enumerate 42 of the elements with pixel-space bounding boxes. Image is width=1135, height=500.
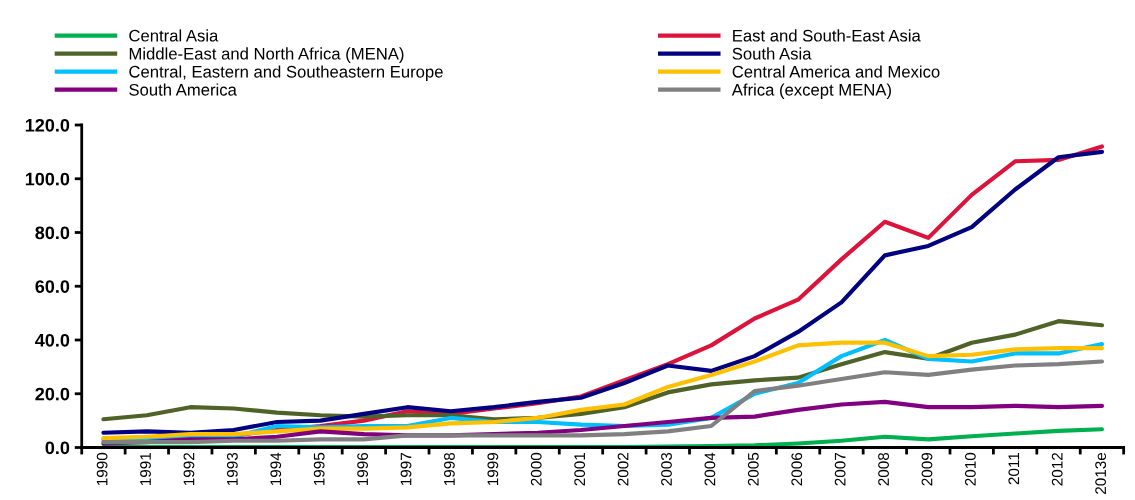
- y-tick-label: 60.0: [35, 280, 70, 293]
- x-tick-label: 1994: [270, 452, 282, 486]
- x-tick-label: 2012: [1051, 452, 1063, 486]
- x-tick-label: 1995: [313, 452, 325, 486]
- legend-label: Africa (except MENA): [731, 83, 891, 99]
- y-tick-label: 120.0: [25, 118, 70, 132]
- legend-label: South America: [129, 83, 237, 96]
- x-tick-label: 2009: [921, 452, 933, 486]
- x-tick-label: 2004: [704, 452, 716, 486]
- legend-label: East and South-East Asia: [733, 29, 921, 42]
- x-tick-label: 1992: [183, 452, 195, 486]
- y-tick-label: 20.0: [35, 387, 70, 401]
- legend-label: Central America and Mexico: [732, 65, 940, 78]
- x-tick-label: 2006: [791, 452, 803, 486]
- x-tick-label: 2002: [617, 452, 629, 486]
- x-tick-label: 2001: [574, 452, 586, 486]
- x-tick-label: 1990: [96, 452, 108, 486]
- line-series: [101, 149, 1105, 435]
- y-tick-label: 100.0: [25, 172, 70, 186]
- x-tick-label: 1999: [487, 452, 499, 486]
- line-series: [101, 359, 1105, 445]
- legend-label: Middle-East and North Africa (MENA): [129, 47, 404, 63]
- legend-label: Central, Eastern and Southeastern Europe: [129, 65, 443, 81]
- x-tick-label: 2007: [834, 452, 846, 486]
- x-tick-label: 2013e: [1095, 452, 1107, 494]
- x-tick-label: 1996: [357, 452, 369, 486]
- x-tick-label: 2011: [1008, 452, 1020, 485]
- y-tick-label: 80.0: [35, 226, 70, 240]
- x-tick-label: 1991: [140, 452, 151, 486]
- y-tick-label: 40.0: [35, 333, 70, 347]
- legend-label: South Asia: [732, 47, 812, 60]
- x-tick-label: 2005: [747, 452, 759, 486]
- x-tick-label: 2000: [530, 452, 542, 486]
- x-tick-label: 1993: [226, 452, 238, 486]
- y-tick-label: 0.0: [45, 441, 70, 455]
- x-tick-label: 2003: [661, 452, 672, 486]
- x-tick-label: 2010: [964, 452, 976, 486]
- x-tick-label: 1997: [400, 452, 412, 486]
- x-tick-label: 2008: [878, 452, 889, 486]
- legend-label: Central Asia: [129, 29, 219, 42]
- x-tick-label: 1998: [444, 452, 455, 486]
- line-series: [101, 427, 1105, 448]
